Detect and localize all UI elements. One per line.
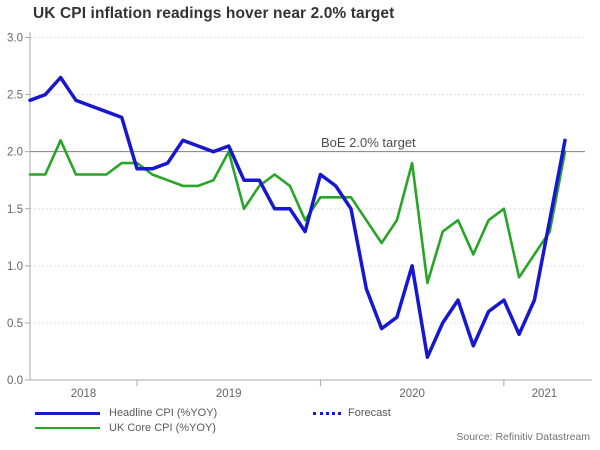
- chart-plot-canvas: 0.0 0.5 1.0 1.5 2.0 2.5 3.0 2018 2019 2020 2021: [7, 32, 592, 400]
- svg-text:2020: 2020: [399, 388, 425, 400]
- svg-text:3.0: 3.0: [7, 33, 23, 45]
- forecast-dotted-line-sample: [313, 411, 341, 415]
- svg-text:2.0: 2.0: [7, 147, 23, 159]
- legend-label-forecast: Forecast: [348, 407, 391, 419]
- svg-text:0.0: 0.0: [7, 375, 23, 387]
- svg-text:2.5: 2.5: [7, 90, 23, 102]
- headline-line-sample: [35, 411, 100, 415]
- core-line-sample: [35, 427, 100, 429]
- boe-target-annotation: BoE 2.0% target: [321, 135, 416, 150]
- svg-text:1.5: 1.5: [7, 204, 23, 216]
- legend-label-headline: Headline CPI (%YOY): [109, 407, 218, 419]
- svg-text:2018: 2018: [71, 388, 97, 400]
- svg-text:1.0: 1.0: [7, 261, 23, 273]
- svg-text:2019: 2019: [216, 388, 242, 400]
- chart-title: UK CPI inflation readings hover near 2.0…: [33, 5, 395, 22]
- source-credit: Source: Refinitiv Datastream: [456, 431, 590, 443]
- legend-item-headline: Headline CPI (%YOY): [35, 407, 217, 419]
- svg-text:2021: 2021: [532, 388, 558, 400]
- legend-item-core: UK Core CPI (%YOY): [35, 422, 216, 434]
- svg-text:0.5: 0.5: [7, 318, 23, 330]
- legend-label-core: UK Core CPI (%YOY): [109, 422, 216, 434]
- legend-item-forecast: Forecast: [313, 407, 391, 419]
